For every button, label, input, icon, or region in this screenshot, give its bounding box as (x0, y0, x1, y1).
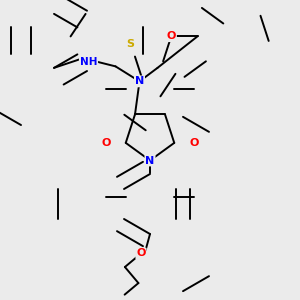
Text: O: O (189, 138, 198, 148)
Text: O: O (102, 138, 111, 148)
Text: N: N (146, 155, 154, 166)
Text: N: N (135, 76, 144, 86)
Text: S: S (127, 39, 134, 49)
Text: O: O (136, 248, 146, 259)
Text: O: O (167, 31, 176, 41)
Text: NH: NH (80, 57, 97, 67)
